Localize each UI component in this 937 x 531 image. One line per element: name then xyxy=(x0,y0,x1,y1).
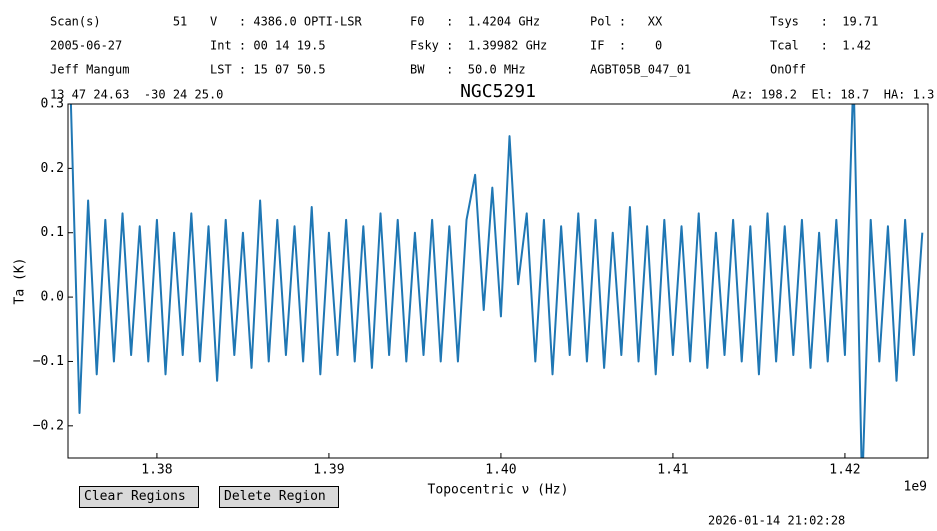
header-field: Tcal : 1.42 xyxy=(770,39,871,53)
y-tick-label: −0.1 xyxy=(33,354,64,369)
header-field: Scan(s) 51 xyxy=(50,15,187,29)
header-field: Fsky : 1.39982 GHz xyxy=(410,39,547,53)
spectrum-line xyxy=(69,104,924,458)
button[interactable]: Clear Regions xyxy=(79,486,199,508)
x-axis-label: Topocentric ν (Hz) xyxy=(428,483,569,498)
header-field: V : 4386.0 OPTI-LSR xyxy=(210,15,362,29)
y-tick-label: −0.2 xyxy=(33,418,64,433)
y-tick-label: 0.0 xyxy=(41,290,64,305)
header-field: Pol : XX xyxy=(590,15,663,29)
header-field: Int : 00 14 19.5 xyxy=(210,39,326,53)
pointing: Az: 198.2 El: 18.7 HA: 1.3 xyxy=(732,88,934,102)
header-field: OnOff xyxy=(770,63,806,77)
header-field: LST : 15 07 50.5 xyxy=(210,63,326,77)
header-field: F0 : 1.4204 GHz xyxy=(410,15,540,29)
x-offset-label: 1e9 xyxy=(904,480,927,495)
header-field: BW : 50.0 MHz xyxy=(410,63,526,77)
y-tick-label: 0.3 xyxy=(41,97,64,112)
x-tick-label: 1.39 xyxy=(313,463,344,478)
x-tick-label: 1.40 xyxy=(485,463,516,478)
timestamp: 2026-01-14 21:02:28 xyxy=(708,514,845,528)
y-tick-label: 0.2 xyxy=(41,161,64,176)
y-axis-label: Ta (K) xyxy=(13,258,28,305)
x-tick-label: 1.42 xyxy=(829,463,860,478)
chart-title: NGC5291 xyxy=(460,81,536,102)
header-field: AGBT05B_047_01 xyxy=(590,63,691,77)
coords: 13 47 24.63 -30 24 25.0 xyxy=(50,88,223,102)
x-tick-label: 1.41 xyxy=(657,463,688,478)
x-tick-label: 1.38 xyxy=(141,463,172,478)
header-field: IF : 0 xyxy=(590,39,662,53)
y-tick-label: 0.1 xyxy=(41,225,64,240)
button[interactable]: Delete Region xyxy=(219,486,339,508)
header-field: Tsys : 19.71 xyxy=(770,15,878,29)
plot-frame xyxy=(67,103,929,459)
header-field: Jeff Mangum xyxy=(50,63,129,77)
header-field: 2005-06-27 xyxy=(50,39,122,53)
